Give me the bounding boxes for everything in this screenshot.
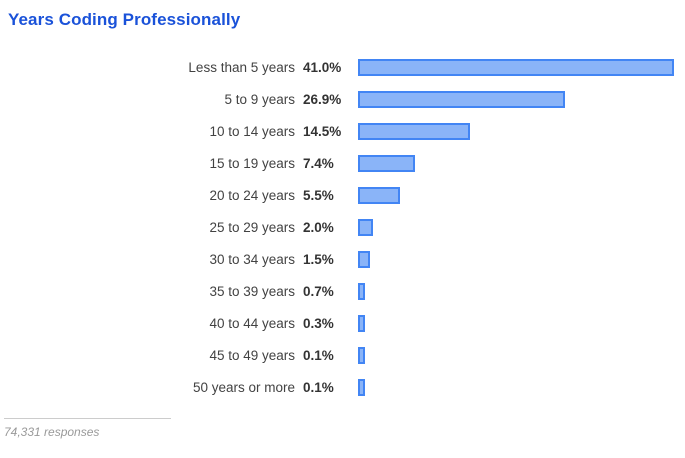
category-label: 30 to 34 years	[209, 251, 295, 267]
bar-track	[358, 250, 685, 268]
bar[interactable]	[358, 378, 365, 396]
bar-track	[358, 186, 685, 204]
bar[interactable]	[358, 154, 415, 172]
bar-track	[358, 90, 685, 108]
percentage-label: 0.3%	[303, 315, 334, 331]
percentage-label: 1.5%	[303, 251, 334, 267]
category-label: 20 to 24 years	[209, 187, 295, 203]
category-label: 15 to 19 years	[209, 155, 295, 171]
percentage-label: 0.1%	[303, 347, 334, 363]
bar[interactable]	[358, 282, 365, 300]
bar-chart: Less than 5 years 41.0% 5 to 9 years 26.…	[0, 51, 685, 403]
category-label: 45 to 49 years	[209, 347, 295, 363]
chart-row: 40 to 44 years 0.3%	[0, 307, 685, 339]
chart-row: 45 to 49 years 0.1%	[0, 339, 685, 371]
chart-row: 10 to 14 years 14.5%	[0, 115, 685, 147]
bar-track	[358, 346, 685, 364]
category-label: 5 to 9 years	[224, 91, 295, 107]
chart-row: 25 to 29 years 2.0%	[0, 211, 685, 243]
category-label: 25 to 29 years	[209, 219, 295, 235]
chart-row: Less than 5 years 41.0%	[0, 51, 685, 83]
bar[interactable]	[358, 90, 565, 108]
bar[interactable]	[358, 218, 373, 236]
bar[interactable]	[358, 250, 370, 268]
percentage-label: 41.0%	[303, 59, 342, 75]
category-label: 35 to 39 years	[209, 283, 295, 299]
category-label: 40 to 44 years	[209, 315, 295, 331]
chart-row: 30 to 34 years 1.5%	[0, 243, 685, 275]
chart-title: Years Coding Professionally	[8, 10, 241, 29]
percentage-label: 0.7%	[303, 283, 334, 299]
percentage-label: 5.5%	[303, 187, 334, 203]
responses-count: 74,331 responses	[4, 425, 100, 439]
percentage-label: 14.5%	[303, 123, 342, 139]
bar-track	[358, 122, 685, 140]
bar[interactable]	[358, 314, 365, 332]
bar[interactable]	[358, 58, 674, 76]
chart-row: 15 to 19 years 7.4%	[0, 147, 685, 179]
bar[interactable]	[358, 122, 470, 140]
percentage-label: 26.9%	[303, 91, 342, 107]
chart-row: 50 years or more 0.1%	[0, 371, 685, 403]
percentage-label: 0.1%	[303, 379, 334, 395]
chart-row: 20 to 24 years 5.5%	[0, 179, 685, 211]
bar-track	[358, 378, 685, 396]
chart-row: 35 to 39 years 0.7%	[0, 275, 685, 307]
bar-track	[358, 154, 685, 172]
category-label: 50 years or more	[192, 379, 295, 395]
percentage-label: 7.4%	[303, 155, 334, 171]
percentage-label: 2.0%	[303, 219, 334, 235]
bar-track	[358, 218, 685, 236]
footer-divider	[4, 418, 171, 419]
category-label: 10 to 14 years	[209, 123, 295, 139]
bar-track	[358, 58, 685, 76]
bar[interactable]	[358, 346, 365, 364]
chart-row: 5 to 9 years 26.9%	[0, 83, 685, 115]
bar-track	[358, 282, 685, 300]
chart-footer: 74,331 responses	[4, 418, 171, 439]
bar[interactable]	[358, 186, 400, 204]
category-label: Less than 5 years	[188, 59, 295, 75]
bar-track	[358, 314, 685, 332]
